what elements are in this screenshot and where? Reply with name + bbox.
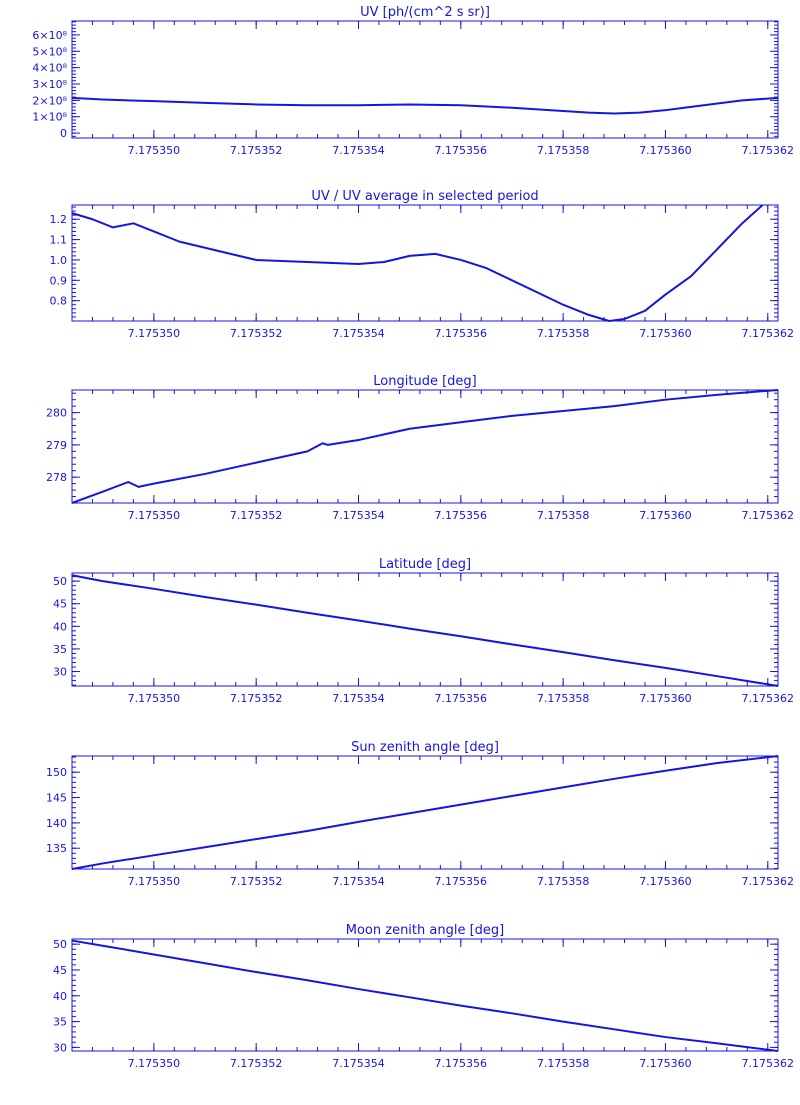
chart-2-xtick-label: 7.175352 — [230, 327, 283, 340]
chart-3-panel: Longitude [deg] 7.175350 7.175352 7.175354 7… — [46, 374, 794, 522]
chart-6-xtick-label: 7.175352 — [230, 1057, 283, 1070]
chart-3-xtick-label: 7.175362 — [742, 509, 795, 522]
chart-2-xtick-label: 7.175354 — [332, 327, 385, 340]
chart-1-ytick-label: 5×10⁸ — [32, 45, 67, 58]
chart-5-ytick-label: 135 — [46, 842, 67, 855]
chart-5-xtick-label: 7.175356 — [435, 875, 488, 888]
chart-5-ytick-label: 150 — [46, 766, 67, 779]
chart-5-xtick-label: 7.175360 — [639, 875, 692, 888]
chart-2-title: UV / UV average in selected period — [311, 189, 538, 204]
chart-4-xtick-label: 7.175354 — [332, 692, 385, 705]
chart-3-ytick-label: 280 — [46, 407, 67, 420]
chart-6-panel: Moon zenith angle [deg] 7.175350 7.175352 7… — [53, 923, 794, 1070]
chart-2-xtick-label: 7.175350 — [128, 327, 181, 340]
chart-6-xtick-label: 7.175350 — [128, 1057, 181, 1070]
chart-1-xtick-label: 7.175362 — [742, 144, 795, 157]
chart-1-xtick-label: 7.175352 — [230, 144, 283, 157]
chart-5-series-line — [71, 755, 779, 870]
chart-5-xtick-label: 7.175350 — [128, 875, 181, 888]
chart-5-ytick-label: 145 — [46, 792, 67, 805]
chart-5-xtick-label: 7.175352 — [230, 875, 283, 888]
chart-5-panel: Sun zenith angle [deg] 7.175350 7.175352 7.… — [46, 740, 794, 888]
chart-4-ytick-label: 40 — [53, 620, 67, 633]
chart-5-xtick-label: 7.175354 — [332, 875, 385, 888]
chart-3-xtick-label: 7.175350 — [128, 509, 181, 522]
chart-6-ytick-label: 30 — [53, 1041, 67, 1054]
chart-3-title: Longitude [deg] — [373, 374, 476, 389]
chart-1-panel: UV [ph/(cm^2 s sr)] 7.175350 7.175352 7.175… — [32, 5, 794, 157]
chart-5-xtick-label: 7.175362 — [742, 875, 795, 888]
chart-2-ytick-label: 1.2 — [50, 213, 68, 226]
chart-1-series-line — [71, 96, 779, 115]
chart-5-ytick-label: 140 — [46, 817, 67, 830]
chart-4-panel: Latitude [deg] 7.175350 7.175352 7.175354 7.… — [53, 557, 794, 705]
chart-1-xtick-label: 7.175360 — [639, 144, 692, 157]
chart-5-xtick-label: 7.175358 — [537, 875, 590, 888]
chart-6-title: Moon zenith angle [deg] — [346, 923, 504, 938]
chart-4-xtick-label: 7.175352 — [230, 692, 283, 705]
chart-2-xtick-label: 7.175360 — [639, 327, 692, 340]
chart-4-xtick-label: 7.175356 — [435, 692, 488, 705]
chart-6-xtick-label: 7.175356 — [435, 1057, 488, 1070]
chart-1-ytick-label: 1×10⁸ — [32, 111, 67, 124]
chart-6-series-line — [71, 939, 779, 1052]
chart-3-xtick-label: 7.175354 — [332, 509, 385, 522]
chart-3-xtick-label: 7.175360 — [639, 509, 692, 522]
chart-6-xtick-label: 7.175354 — [332, 1057, 385, 1070]
chart-6-plot-frame — [71, 938, 779, 1052]
chart-1-xtick-label: 7.175358 — [537, 144, 590, 157]
chart-1-title: UV [ph/(cm^2 s sr)] — [360, 5, 490, 20]
chart-4-ytick-label: 35 — [53, 643, 67, 656]
chart-4-ytick-label: 30 — [53, 666, 67, 679]
chart-3-plot-frame — [71, 389, 779, 504]
chart-3-series-line — [71, 389, 779, 504]
chart-3-xtick-label: 7.175356 — [435, 509, 488, 522]
chart-1-ytick-label: 4×10⁸ — [32, 62, 67, 75]
chart-6-xtick-label: 7.175362 — [742, 1057, 795, 1070]
chart-6-ytick-label: 45 — [53, 964, 67, 977]
chart-4-title: Latitude [deg] — [379, 557, 471, 572]
chart-4-xtick-label: 7.175350 — [128, 692, 181, 705]
chart-1-ytick-label: 2×10⁸ — [32, 94, 67, 107]
chart-4-series-line — [71, 574, 779, 687]
chart-2-ytick-label: 1.1 — [50, 234, 68, 247]
chart-1-xtick-label: 7.175350 — [128, 144, 181, 157]
chart-1-plot-frame — [71, 20, 779, 139]
chart-5-title: Sun zenith angle [deg] — [351, 740, 499, 755]
chart-2-ytick-label: 0.9 — [50, 274, 68, 287]
chart-1-ytick-label: 6×10⁸ — [32, 29, 67, 42]
chart-2-ytick-label: 1.0 — [50, 254, 68, 267]
chart-2-xtick-label: 7.175358 — [537, 327, 590, 340]
chart-1-ytick-label: 0 — [60, 127, 67, 140]
chart-2-series-line — [71, 204, 764, 322]
chart-2-xtick-label: 7.175362 — [742, 327, 795, 340]
chart-3-ytick-label: 278 — [46, 471, 67, 484]
chart-2-ytick-label: 0.8 — [50, 295, 68, 308]
chart-3-xtick-label: 7.175352 — [230, 509, 283, 522]
chart-6-ytick-label: 40 — [53, 990, 67, 1003]
chart-6-xtick-label: 7.175358 — [537, 1057, 590, 1070]
chart-4-ytick-label: 50 — [53, 575, 67, 588]
chart-4-plot-frame — [71, 572, 779, 687]
chart-2-plot-frame — [71, 204, 779, 322]
chart-4-xtick-label: 7.175360 — [639, 692, 692, 705]
chart-3-xtick-label: 7.175358 — [537, 509, 590, 522]
chart-1-xtick-label: 7.175356 — [435, 144, 488, 157]
chart-2-xtick-label: 7.175356 — [435, 327, 488, 340]
chart-3-ytick-label: 279 — [46, 439, 67, 452]
chart-1-xtick-label: 7.175354 — [332, 144, 385, 157]
chart-6-ytick-label: 35 — [53, 1016, 67, 1029]
chart-2-panel: UV / UV average in selected period 7.1753… — [50, 189, 795, 340]
chart-6-ytick-label: 50 — [53, 938, 67, 951]
chart-6-xtick-label: 7.175360 — [639, 1057, 692, 1070]
chart-4-xtick-label: 7.175358 — [537, 692, 590, 705]
chart-1-ytick-label: 3×10⁸ — [32, 78, 67, 91]
chart-4-xtick-label: 7.175362 — [742, 692, 795, 705]
chart-4-ytick-label: 45 — [53, 598, 67, 611]
